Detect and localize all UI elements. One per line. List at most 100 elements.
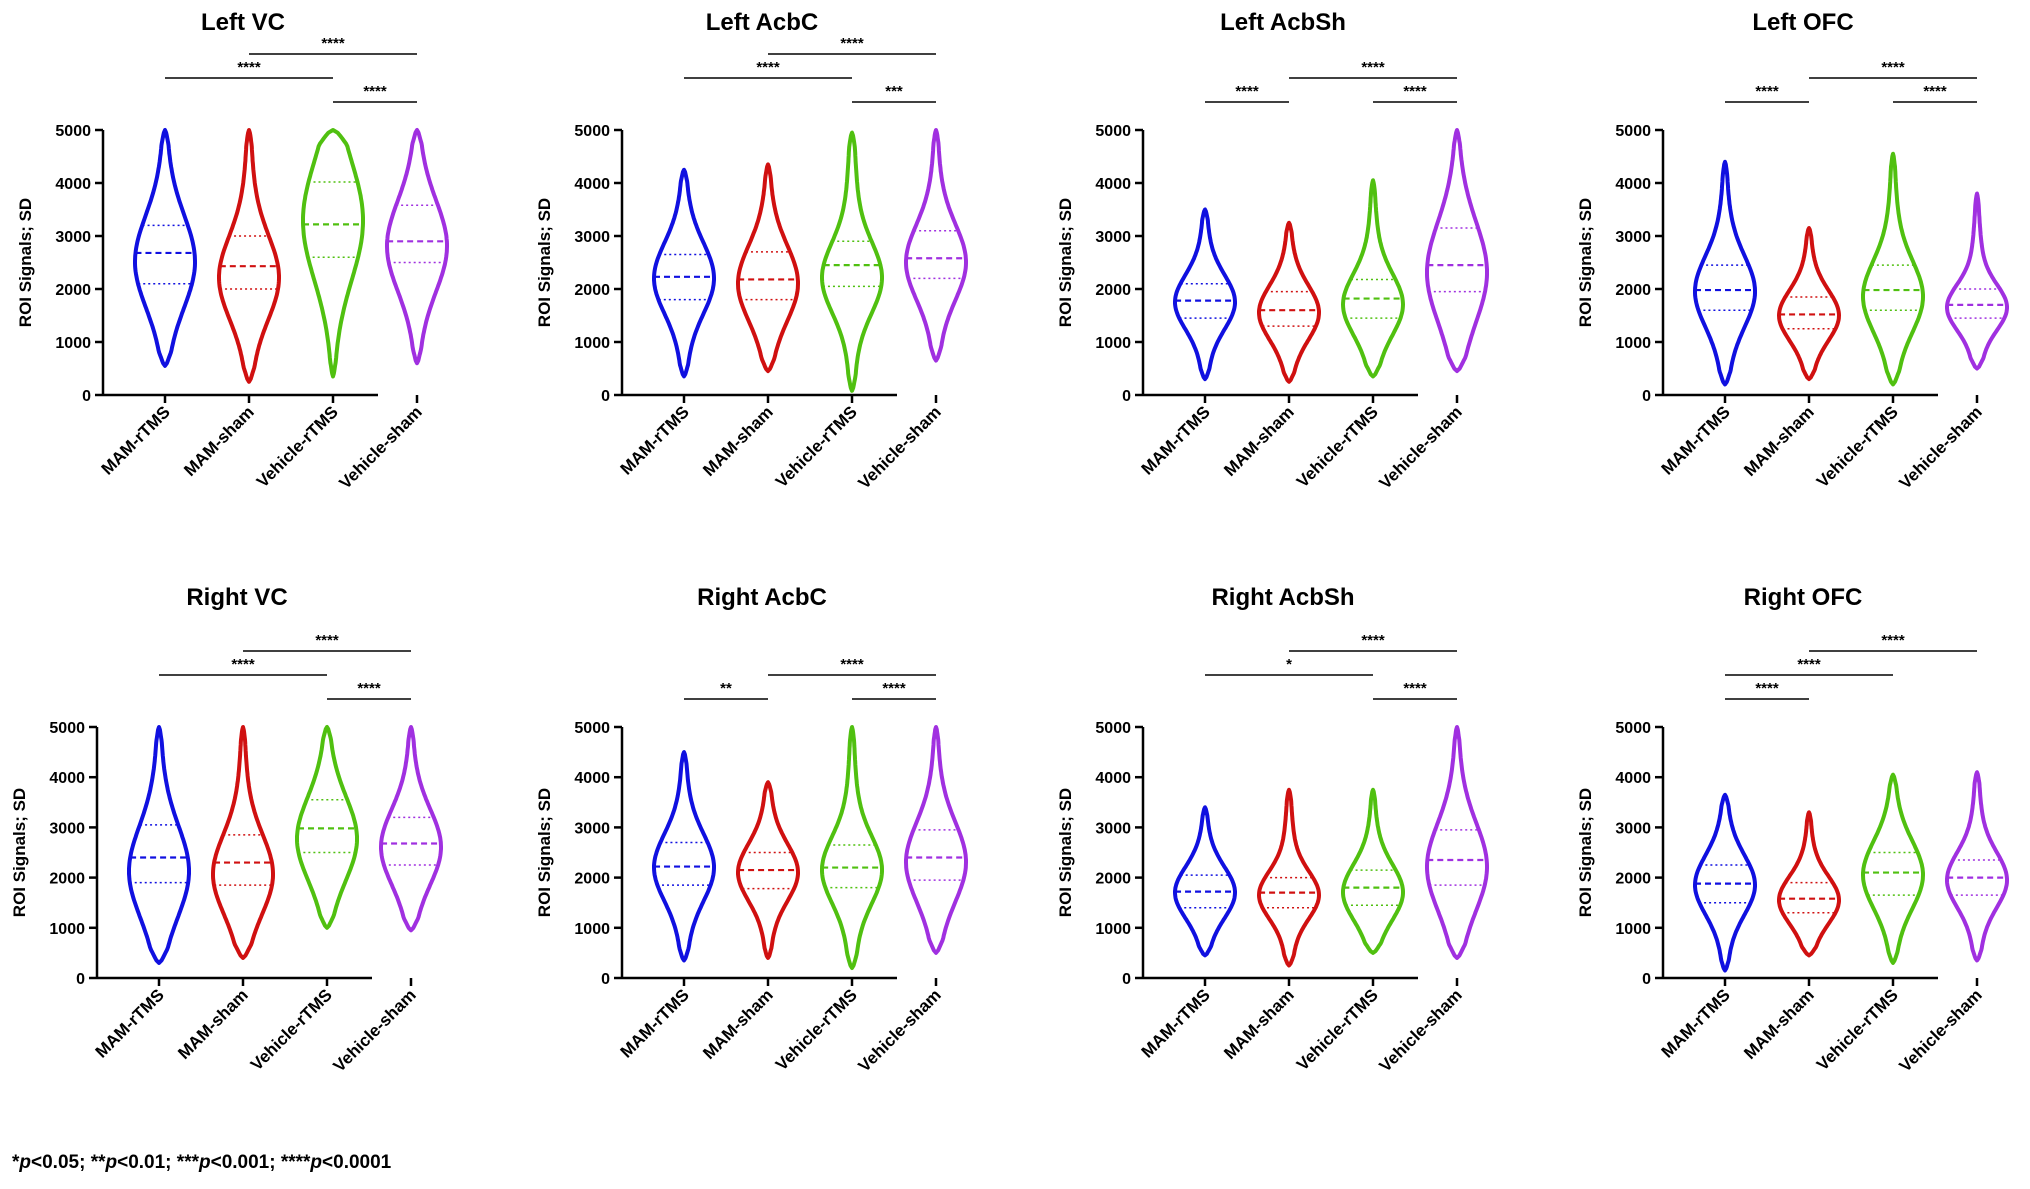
y-tick-label: 0 [76,971,85,988]
y-tick-label: 2000 [1615,282,1651,299]
panel-right-vc: Right VC ROI Signals; SD 0 1000 2000 3000 4000… [10,584,443,1076]
x-tick-label: MAM-sham [180,402,258,480]
significance-stars: **** [357,680,381,697]
x-tick-label: MAM-sham [699,985,777,1063]
x-tick-label: Vehicle-sham [855,985,945,1075]
y-axis-label: ROI Signals; SD [1056,788,1075,917]
violin-body [379,725,443,933]
x-tick-label: MAM-rTMS [1658,402,1734,478]
y-tick-label: 3000 [574,820,610,837]
y-tick-label: 1000 [55,335,91,352]
y-tick-label: 1000 [49,921,85,938]
significance-stars: **** [1881,632,1905,649]
y-axis-label: ROI Signals; SD [1576,788,1595,917]
x-tick-label: Vehicle-rTMS [253,402,342,491]
y-tick-label: 3000 [55,229,91,246]
panel-right-ofc: Right OFC ROI Signals; SD 0 1000 2000 3000 400… [1576,584,2009,1076]
y-axis-label: ROI Signals; SD [1576,198,1595,327]
y-axis-label: ROI Signals; SD [535,788,554,917]
y-tick-label: 1000 [1615,921,1651,938]
y-tick-label: 4000 [1095,176,1131,193]
y-tick-label: 4000 [574,176,610,193]
x-tick-label: MAM-sham [1740,402,1818,480]
violin-body [1861,772,1925,965]
significance-stars: **** [237,59,261,76]
y-tick-label: 4000 [49,770,85,787]
y-tick-label: 4000 [55,176,91,193]
x-tick-label: Vehicle-sham [330,985,420,1075]
x-tick-label: MAM-rTMS [92,985,168,1061]
panel-left-ofc: Left OFC ROI Signals; SD 0 1000 2000 3000 4000… [1576,9,2009,493]
violin-body [1777,226,1841,382]
significance-stars: **** [1755,680,1779,697]
violin-body [1257,220,1321,384]
significance-stars: **** [1403,680,1427,697]
y-tick-label: 5000 [49,720,85,737]
panel-title: Left OFC [1752,9,1853,36]
y-tick-label: 3000 [49,820,85,837]
x-tick-label: Vehicle-rTMS [772,402,861,491]
violin-body [1173,805,1237,958]
y-axis-label: ROI Signals; SD [1056,198,1075,327]
violin-body [385,128,449,366]
x-tick-label: Vehicle-sham [1376,985,1466,1075]
y-tick-label: 1000 [1615,335,1651,352]
x-tick-label: Vehicle-rTMS [772,985,861,1074]
panel-left-vc: Left VC ROI Signals; SD 0 1000 2000 3000 4000 5… [16,9,449,493]
violin-body [1693,159,1757,387]
panel-right-acbc: Right AcbC ROI Signals; SD 0 1000 2000 3000 40… [535,584,968,1076]
violin-body [652,167,716,379]
significance-stars: **** [321,35,345,52]
footnote-p: p [19,1152,32,1173]
y-tick-label: 0 [601,388,610,405]
footnote-p: p [198,1152,211,1173]
violin-body [736,780,800,960]
y-tick-label: 2000 [1095,871,1131,888]
y-tick-label: 0 [82,388,91,405]
y-tick-label: 1000 [574,335,610,352]
panel-title: Right OFC [1744,584,1863,611]
violin-body [1341,787,1405,955]
footnote-p: p [310,1152,323,1173]
footnote-stars: * [12,1152,20,1173]
x-tick-label: MAM-sham [1220,985,1298,1063]
x-tick-label: MAM-rTMS [98,402,174,478]
violin-body [1341,178,1405,379]
panel-left-acbsh: Left AcbSh ROI Signals; SD 0 1000 2000 3000 40… [1056,9,1489,493]
significance-stars: * [1286,656,1292,673]
panel-right-acbsh: Right AcbSh ROI Signals; SD 0 1000 2000 3000 4… [1056,584,1489,1076]
panel-title: Left AcbC [706,9,818,36]
violin-body [1173,207,1237,382]
x-tick-label: Vehicle-sham [1376,402,1466,492]
violin-body [736,162,800,374]
violin-body [133,128,197,368]
y-tick-label: 3000 [1095,820,1131,837]
footnote-threshold: <0.001; [210,1152,281,1173]
panel-title: Right AcbSh [1211,584,1354,611]
y-tick-label: 3000 [1615,820,1651,837]
footnote-threshold: <0.01; [117,1152,177,1173]
significance-stars: **** [1403,83,1427,100]
x-tick-label: Vehicle-sham [1896,985,1986,1075]
x-tick-label: Vehicle-rTMS [1813,985,1902,1074]
y-tick-label: 0 [1642,971,1651,988]
y-tick-label: 1000 [1095,921,1131,938]
significance-stars: **** [1361,632,1385,649]
y-tick-label: 3000 [574,229,610,246]
x-tick-label: Vehicle-rTMS [247,985,336,1074]
x-tick-label: Vehicle-sham [855,402,945,492]
significance-stars: **** [1923,83,1947,100]
violin-body [211,725,275,960]
significance-stars: **** [840,656,864,673]
x-tick-label: MAM-rTMS [1658,985,1734,1061]
violin-body [1425,725,1489,960]
violin-body [652,750,716,963]
x-tick-label: Vehicle-rTMS [1293,402,1382,491]
y-tick-label: 2000 [574,871,610,888]
panel-left-acbc: Left AcbC ROI Signals; SD 0 1000 2000 3000 400… [535,9,968,493]
significance-stars: **** [1881,59,1905,76]
x-tick-label: Vehicle-rTMS [1813,402,1902,491]
y-tick-label: 2000 [1095,282,1131,299]
panel-title: Left VC [201,9,285,36]
